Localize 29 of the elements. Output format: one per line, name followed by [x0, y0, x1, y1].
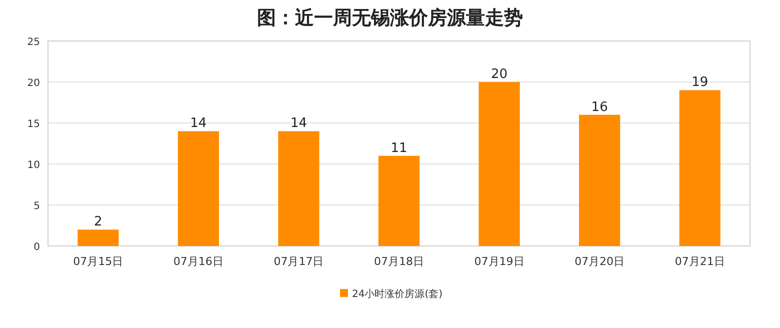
bar	[679, 90, 720, 246]
bar	[478, 82, 520, 246]
data-label: 19	[692, 75, 708, 90]
x-tick-label: 07月15日	[73, 255, 124, 268]
y-tick-label: 15	[27, 119, 40, 130]
data-label: 14	[290, 116, 307, 132]
y-tick-label: 25	[27, 37, 40, 48]
data-label: 11	[390, 140, 408, 156]
data-label: 20	[491, 67, 508, 82]
x-tick-label: 07月17日	[274, 255, 324, 268]
x-tick-label: 07月21日	[674, 255, 725, 268]
y-tick-label: 20	[27, 78, 40, 89]
data-label: 2	[94, 214, 102, 230]
bar	[579, 114, 620, 246]
x-tick-label: 07月19日	[474, 255, 524, 268]
data-label: 16	[591, 100, 608, 115]
data-label: 14	[190, 116, 207, 132]
x-tick-label: 07月20日	[574, 255, 625, 268]
chart-title: 图：近一周无锡涨价房源量走势	[257, 7, 523, 29]
legend-label: 24小时涨价房源(套)	[352, 288, 443, 300]
x-tick-label: 07月18日	[374, 255, 424, 268]
y-tick-label: 5	[34, 201, 40, 212]
x-tick-label: 07月16日	[173, 255, 224, 268]
bar	[178, 131, 219, 246]
bar	[278, 131, 320, 246]
y-tick-label: 0	[34, 242, 40, 253]
bar	[78, 230, 119, 246]
bar	[378, 156, 420, 246]
y-tick-label: 10	[27, 160, 40, 171]
